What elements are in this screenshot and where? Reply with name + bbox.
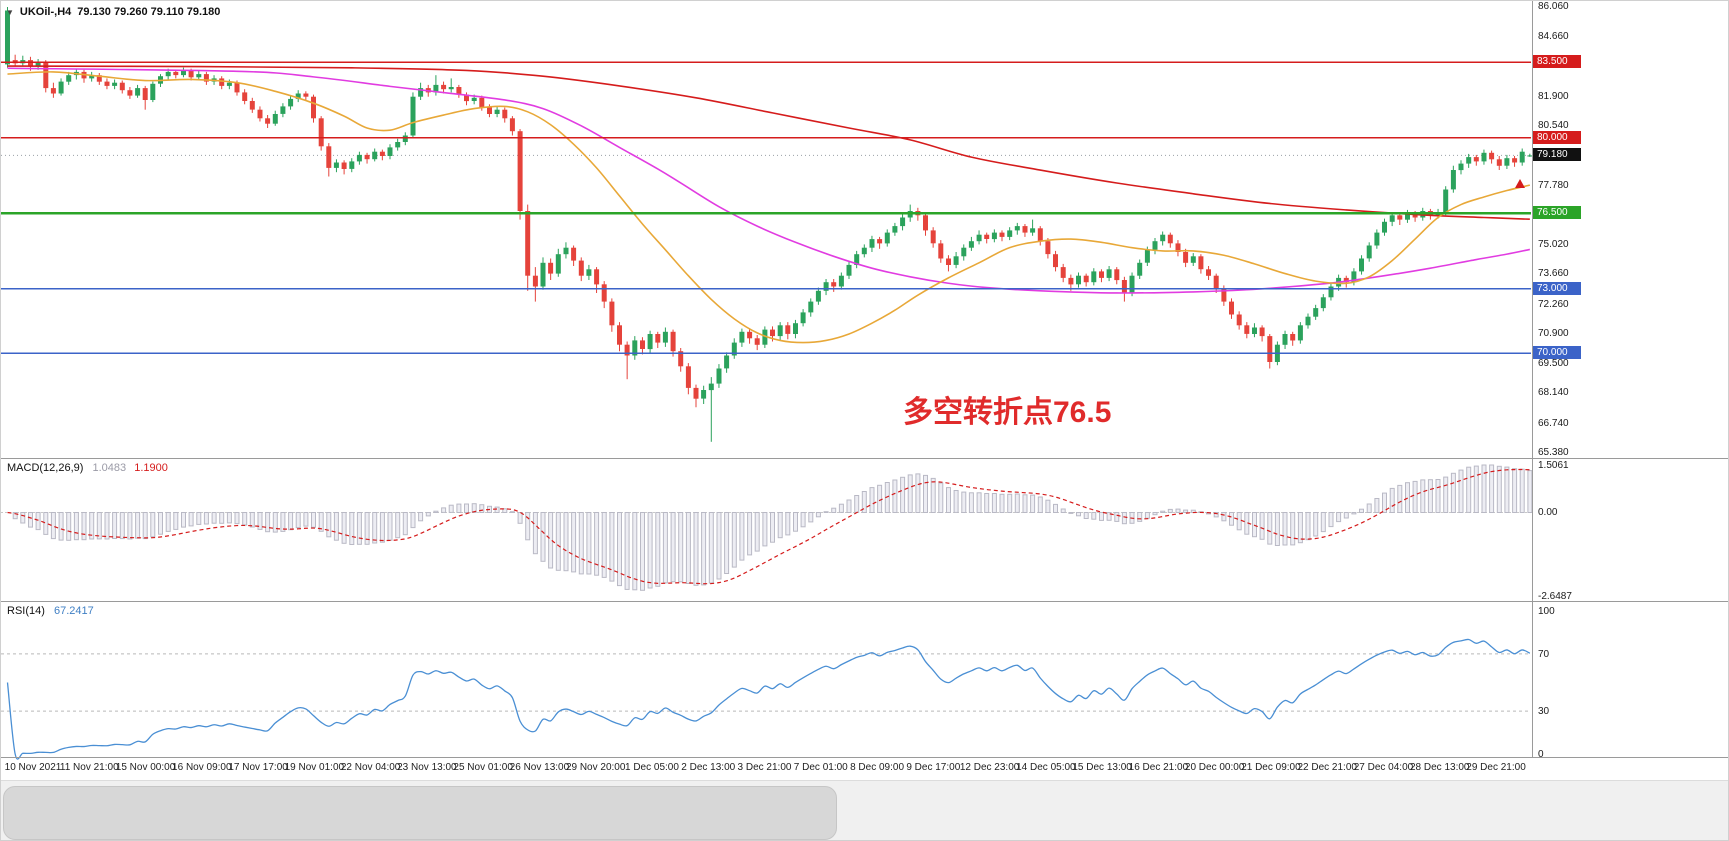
- time-axis-label: 22 Nov 04:00: [340, 762, 401, 773]
- time-axis-label: 27 Dec 04:00: [1353, 762, 1414, 773]
- time-axis-label: 15 Dec 13:00: [1072, 762, 1132, 773]
- symbol-period-label: UKOil-,H4: [19, 6, 72, 18]
- time-axis-label: 11 Nov 21:00: [59, 762, 119, 773]
- time-axis-label: 29 Nov 20:00: [565, 762, 626, 773]
- scrollbar-thumb[interactable]: [3, 786, 837, 840]
- ohlc-values-label: 79.130 79.260 79.110 79.180: [77, 6, 221, 18]
- time-axis-label: 15 Nov 00:00: [115, 762, 176, 773]
- symbol-info-row: ▼ UKOil-,H4 79.130 79.260 79.110 79.180: [6, 6, 220, 18]
- macd-indicator-label: MACD(12,26,9) 1.0483 1.1900: [7, 462, 168, 474]
- time-axis-label: 28 Dec 13:00: [1410, 762, 1470, 773]
- chart-annotation: 多空转折点76.5: [903, 396, 1112, 429]
- time-axis-label: 16 Dec 21:00: [1128, 762, 1189, 773]
- panel-divider: [1, 458, 1728, 459]
- time-axis-label: 2 Dec 13:00: [681, 762, 736, 773]
- time-axis-label: 12 Dec 23:00: [959, 762, 1020, 773]
- rsi-line: [6, 638, 1531, 760]
- ma-line-fast-orange: [7, 71, 1531, 344]
- horizontal-scrollbar[interactable]: [1, 780, 1728, 840]
- ma-line-medium-magenta: [7, 67, 1531, 294]
- time-axis-label: 9 Dec 17:00: [906, 762, 961, 773]
- chart-menu-icon[interactable]: ▼: [6, 7, 14, 17]
- time-axis-label: 17 Nov 17:00: [228, 762, 288, 773]
- time-axis-label: 8 Dec 09:00: [850, 762, 905, 773]
- time-axis-label: 16 Nov 09:00: [172, 762, 232, 773]
- time-axis-label: 23 Nov 13:00: [397, 762, 457, 773]
- rsi-indicator-label: RSI(14) 67.2417: [7, 605, 94, 617]
- time-axis-label: 26 Nov 13:00: [509, 762, 570, 773]
- rsi-name-label: RSI(14): [7, 605, 45, 617]
- time-axis[interactable]: 10 Nov 2021 11 Nov 21:00 15 Nov 00:00 16 No…: [1, 758, 1728, 779]
- macd-signal-value: 1.1900: [134, 462, 168, 474]
- candles-layer: [5, 7, 1533, 442]
- rsi-layer: [1, 638, 1531, 760]
- time-axis-label: 10 Nov 2021: [4, 762, 62, 773]
- macd-main-value: 1.0483: [92, 462, 127, 474]
- time-axis-label: 21 Dec 09:00: [1241, 762, 1301, 773]
- horizontal-levels-layer: [1, 61, 1531, 355]
- time-axis-label: 22 Dec 21:00: [1297, 762, 1357, 773]
- price-axis-separator: [1532, 1, 1533, 758]
- panel-divider: [1, 757, 1728, 758]
- time-axis-label: 20 Dec 00:00: [1184, 762, 1245, 773]
- time-axis-label: 7 Dec 01:00: [793, 762, 848, 773]
- panel-divider: [1, 601, 1728, 602]
- time-axis-label: 1 Dec 05:00: [625, 762, 679, 773]
- price-arrow-icon: [1515, 179, 1525, 188]
- time-axis-label: 29 Dec 21:00: [1466, 762, 1526, 773]
- price-chart-canvas[interactable]: [1, 1, 1729, 780]
- macd-signal-line: [7, 468, 1530, 585]
- rsi-value: 67.2417: [53, 605, 94, 617]
- time-axis-label: 14 Dec 05:00: [1016, 762, 1076, 773]
- time-axis-label: 25 Nov 01:00: [453, 762, 513, 773]
- macd-layer: [1, 464, 1533, 591]
- time-axis-label: 3 Dec 21:00: [737, 762, 792, 773]
- macd-name-label: MACD(12,26,9): [7, 462, 84, 474]
- ma-line-slow-red: [7, 65, 1530, 221]
- time-axis-label: 19 Nov 01:00: [284, 762, 345, 773]
- moving-averages-layer: [7, 65, 1531, 344]
